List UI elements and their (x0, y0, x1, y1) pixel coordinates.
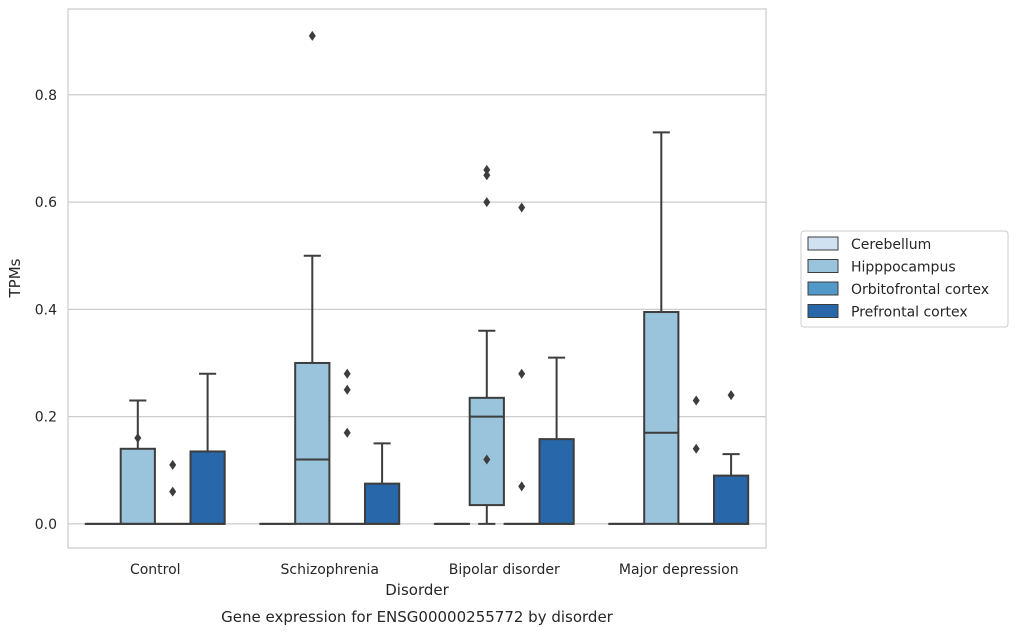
outlier-point (518, 202, 526, 213)
legend-label: Hipppocampus (851, 260, 956, 276)
outlier-point (343, 427, 351, 438)
y-tick-label: 0.8 (35, 88, 57, 104)
x-tick-label: Control (130, 562, 181, 578)
legend: Cerebellum Hipppocampus Orbitofrontal cort… (800, 230, 1009, 328)
y-tick-label: 0.2 (35, 410, 57, 426)
box (189, 450, 226, 525)
box-group (363, 442, 401, 525)
y-tick-label: 0.4 (35, 302, 57, 318)
box (363, 482, 401, 525)
box (643, 311, 680, 525)
legend-frame (800, 230, 1009, 328)
chart-caption: Gene expression for ENSG00000255772 by d… (221, 608, 614, 626)
box-group (712, 390, 750, 525)
outlier-point (343, 384, 351, 395)
box-group (189, 372, 226, 525)
box (468, 396, 505, 507)
legend-label: Orbitofrontal cortex (851, 282, 989, 298)
outlier-point (169, 486, 177, 497)
outlier-point (483, 170, 491, 181)
y-axis-label: TPMs (6, 258, 24, 298)
box-groups (84, 30, 750, 525)
outlier-point (343, 368, 351, 379)
y-tick-label: 0.6 (35, 195, 57, 211)
y-tick-label: 0.0 (35, 517, 57, 533)
box-group (678, 395, 715, 525)
x-tick-label: Schizophrenia (281, 562, 379, 578)
box (294, 361, 331, 525)
outlier-point (134, 433, 142, 444)
box-group (294, 30, 331, 525)
outlier-point (483, 164, 491, 175)
outlier-point (692, 395, 700, 406)
outlier-point (308, 30, 316, 41)
box-group (154, 459, 191, 525)
x-axis-label: Disorder (385, 581, 449, 599)
box (119, 447, 156, 525)
legend-label: Cerebellum (851, 237, 931, 253)
x-tick-label: Major depression (619, 562, 739, 578)
outlier-point (483, 454, 491, 465)
box-group (468, 164, 505, 525)
box-group (538, 356, 575, 525)
outlier-point (169, 459, 177, 470)
outlier-point (692, 443, 700, 454)
legend-swatch (807, 259, 839, 273)
legend-swatch (807, 236, 839, 251)
outlier-point (483, 197, 491, 208)
legend-swatch (807, 281, 839, 296)
x-tick-label: Bipolar disorder (449, 562, 560, 578)
legend-label: Prefrontal cortex (851, 305, 968, 321)
plot-frame (67, 8, 767, 549)
x-tick-labels: Control Schizophrenia Bipolar disorder Majo… (130, 562, 739, 578)
outlier-point (727, 390, 735, 401)
legend-swatch (807, 304, 839, 318)
box-group (643, 131, 680, 525)
box (538, 438, 575, 525)
outlier-point (518, 481, 526, 492)
outlier-point (518, 368, 526, 379)
box-group (119, 399, 156, 525)
box (712, 474, 750, 525)
y-tick-labels: 0.0 0.2 0.4 0.6 0.8 (35, 88, 57, 533)
